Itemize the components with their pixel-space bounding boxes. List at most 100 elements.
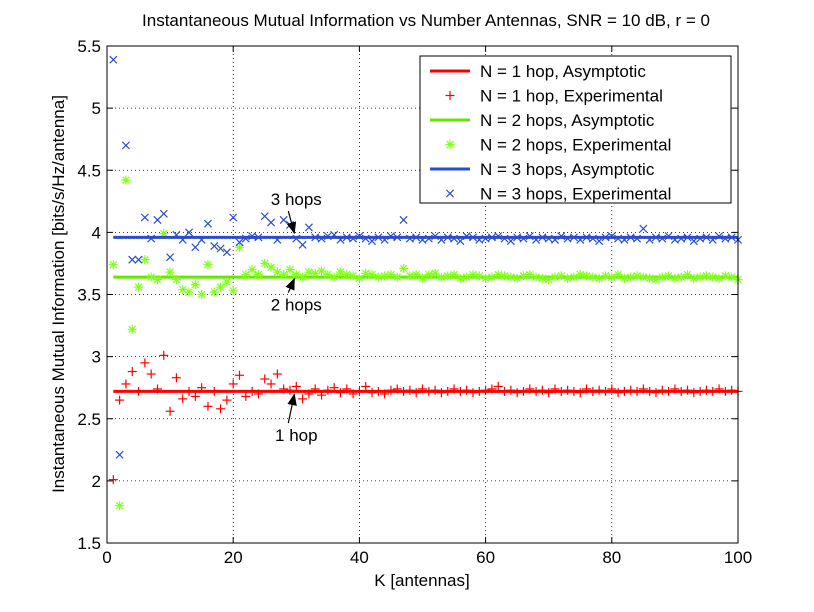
series-5-point: [203, 219, 212, 228]
series-3-point: [115, 501, 125, 511]
legend-label: N = 2 hops, Asymptotic: [480, 111, 655, 130]
series-5-point: [399, 215, 408, 224]
series-3-point: [588, 272, 598, 282]
series-1-point: [392, 384, 402, 394]
series-5-point: [633, 234, 642, 243]
series-1-point: [462, 385, 472, 395]
series-3-point: [266, 262, 276, 272]
series-3-point: [430, 268, 440, 278]
series-5-point: [317, 234, 326, 243]
series-1-point: [575, 388, 585, 398]
series-5-point: [696, 234, 705, 243]
series-1-point: [424, 386, 434, 396]
series-5-point: [121, 141, 130, 150]
series-1-point: [209, 386, 219, 396]
series-1-point: [430, 385, 440, 395]
series-5-point: [393, 233, 402, 242]
series-1-point: [695, 386, 705, 396]
series-1-point: [670, 384, 680, 394]
series-3-point: [342, 270, 352, 280]
series-1-point: [235, 370, 245, 380]
series-1-point: [386, 385, 396, 395]
series-5-point: [532, 235, 541, 244]
series-5-point: [197, 235, 206, 244]
series-5-point: [664, 232, 673, 241]
series-1-point: [115, 395, 125, 405]
series-1-point: [708, 386, 718, 396]
series-1-point: [720, 386, 730, 396]
y-tick-label: 5: [92, 99, 101, 118]
x-tick-label: 20: [224, 548, 243, 567]
series-3-point: [134, 282, 144, 292]
series-5-point: [607, 232, 616, 241]
series-5-point: [210, 242, 219, 251]
x-tick-label: 60: [476, 548, 495, 567]
series-3-point: [720, 271, 730, 281]
series-3-point: [613, 270, 623, 280]
series-5-point: [336, 235, 345, 244]
series-1-point: [727, 385, 737, 395]
series-1-point: [203, 401, 213, 411]
series-5-point: [727, 233, 736, 242]
series-1-point: [190, 391, 200, 401]
series-5-point: [241, 234, 250, 243]
series-1-point: [537, 385, 547, 395]
series-1-point: [487, 384, 497, 394]
series-3-point: [203, 260, 213, 270]
series-1-point: [651, 388, 661, 398]
series-5-point: [273, 235, 282, 244]
series-5-point: [569, 233, 578, 242]
annotation-label: 1 hop: [275, 426, 318, 445]
series-5-point: [437, 235, 446, 244]
series-3-point: [537, 273, 547, 283]
series-1-point: [657, 385, 667, 395]
series-5-point: [614, 234, 623, 243]
y-tick-label: 3: [92, 348, 101, 367]
series-5-point: [538, 233, 547, 242]
series-1-point: [518, 386, 528, 396]
series-3-point: [455, 273, 465, 283]
series-5-point: [525, 232, 534, 241]
series-1-point: [159, 350, 169, 360]
series-1-point: [146, 369, 156, 379]
y-tick-label: 1.5: [77, 534, 101, 553]
series-5-point: [557, 232, 566, 241]
series-3-point: [222, 277, 232, 287]
series-5-point: [601, 233, 610, 242]
series-5-point: [708, 235, 717, 244]
series-1-point: [247, 386, 257, 396]
series-3-point: [449, 270, 459, 280]
series-5-point: [172, 230, 181, 239]
series-3-point: [197, 290, 207, 299]
series-5-point: [380, 235, 389, 244]
series-3-point: [481, 273, 491, 283]
series-5-point: [588, 234, 597, 243]
series-5-point: [140, 213, 149, 222]
series-1-point: [525, 384, 535, 394]
series-1-point: [405, 385, 415, 395]
series-3-point: [645, 273, 655, 283]
series-1-point: [373, 386, 383, 396]
series-3-point: [108, 260, 118, 270]
series-1-point: [613, 388, 623, 398]
series-3-point: [493, 270, 503, 280]
series-5-point: [576, 235, 585, 244]
series-1-point: [134, 386, 144, 396]
series-3-point: [399, 263, 409, 273]
y-tick-label: 4: [92, 223, 101, 242]
series-3-point: [582, 271, 592, 281]
series-3-point: [298, 272, 308, 282]
series-5-point: [658, 234, 667, 243]
series-1-point: [216, 404, 226, 414]
series-1-point: [342, 384, 352, 394]
series-3-point: [632, 271, 642, 281]
series-1-point: [689, 388, 699, 398]
series-1-point: [165, 406, 175, 416]
legend-label: N = 2 hops, Experimental: [480, 136, 671, 155]
series-5-point: [715, 232, 724, 241]
series-3-point: [600, 271, 610, 281]
series-1-point: [493, 381, 503, 391]
series-1-point: [531, 386, 541, 396]
series-3-point: [140, 255, 150, 265]
series-5-point: [128, 255, 137, 264]
